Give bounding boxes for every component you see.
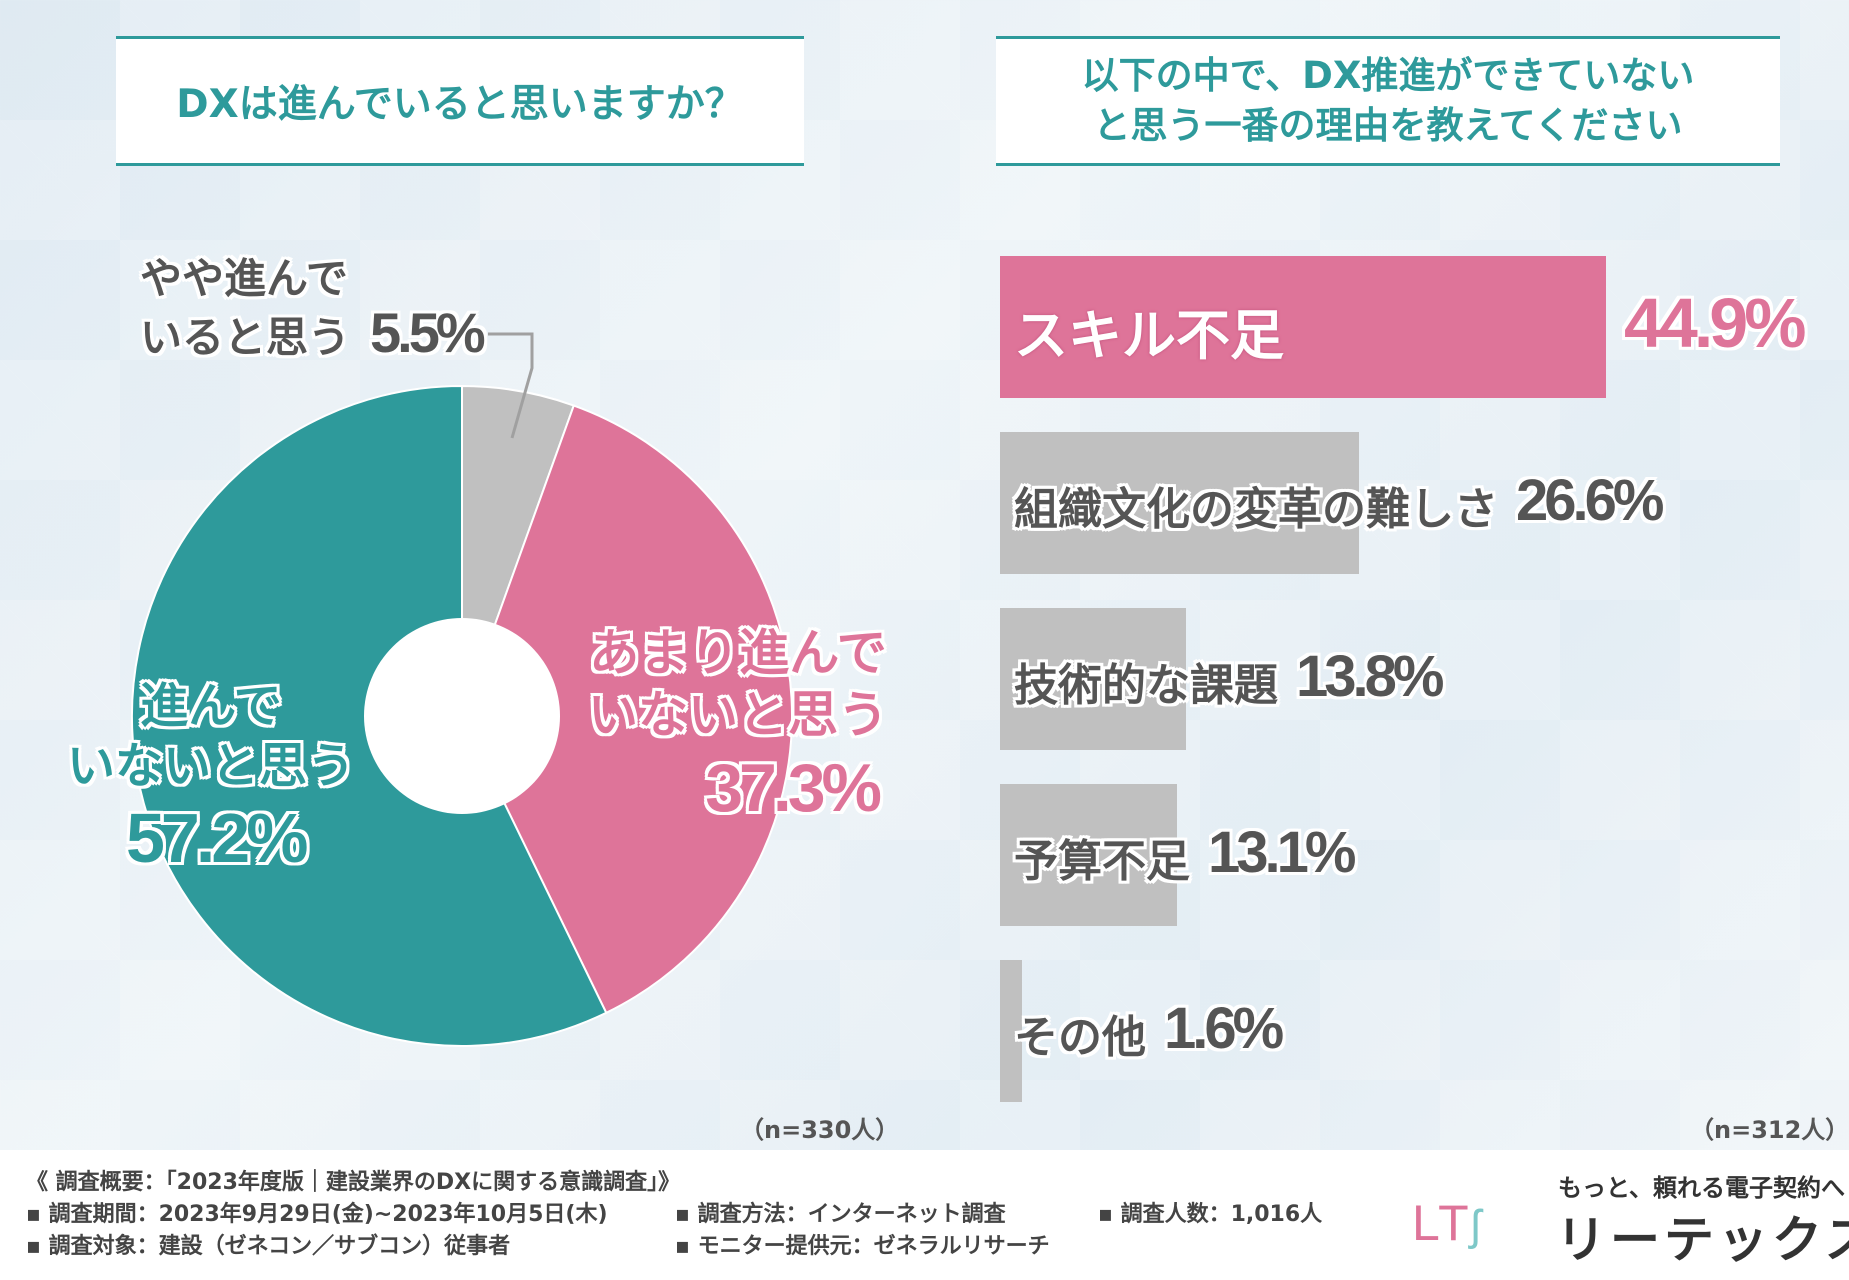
slice-label-not-advanced-line2: いないと思う: [66, 738, 355, 794]
bar-1: [1000, 432, 1359, 574]
donut-chart: [131, 384, 793, 1047]
bar-0: [1000, 256, 1606, 398]
slice-label-not-advanced: 進んで いないと思う 57.2%: [56, 676, 366, 880]
survey-method: ▪ 調査方法：インターネット調査: [675, 1202, 1006, 1227]
slice-value-not-much: 37.3%: [705, 750, 882, 826]
slice-label-not-much-line2: いないと思う: [588, 686, 888, 744]
leader-line: [488, 332, 534, 439]
bar-category-label-1: 組織文化の変革の難しさ: [1014, 484, 1498, 535]
slice-label-slightly-line2: いると思う: [140, 313, 351, 362]
survey-target: ▪ 調査対象：建設（ゼネコン／サブコン）従事者: [26, 1234, 511, 1259]
survey-overview: 《 調査概要：「2023年度版｜建設業界のDXに関する意識調査」》: [26, 1170, 681, 1195]
bar-4: [1000, 960, 1022, 1102]
brand-name: リーテックス: [1556, 1211, 1849, 1269]
survey-period: ▪ 調査期間：2023年9月29日(金)~2023年10月5日(木): [26, 1202, 608, 1227]
survey-footer: 《 調査概要：「2023年度版｜建設業界のDXに関する意識調査」》 ▪ 調査期間…: [0, 1150, 1849, 1280]
left-sample-size: （n=330人）: [740, 1116, 900, 1144]
slice-label-not-advanced-line1: 進んで: [140, 678, 282, 734]
donut-hole: [364, 618, 560, 814]
right-question-line1: 以下の中で、DX推進ができていない: [1081, 54, 1695, 98]
bar-value-label-1: 26.6%: [1516, 468, 1664, 533]
slice-label-slightly-advanced: やや進んで いると思う 5.5%: [140, 252, 486, 365]
slice-label-not-much-line1: あまり進んで: [589, 624, 887, 682]
bar-value-label-2: 13.8%: [1296, 644, 1444, 709]
bar-value-label-0: 44.9%: [1624, 284, 1806, 362]
left-question-text: DXは進んでいると思いますか？: [176, 82, 744, 127]
bar-category-label-0: スキル不足: [1014, 304, 1284, 367]
brand-logo: LTʃ: [1412, 1194, 1482, 1252]
bar-category-label-3: 予算不足: [1014, 836, 1190, 887]
slice-label-slightly-line1: やや進んで: [140, 254, 348, 303]
right-question-title: 以下の中で、DX推進ができていない と思う一番の理由を教えてください: [996, 36, 1780, 166]
bar-category-label-2: 技術的な課題: [1014, 660, 1278, 711]
brand-logo-wing-icon: ʃ: [1470, 1201, 1483, 1250]
brand-tagline: もっと、頼れる電子契約へ: [1558, 1174, 1846, 1202]
survey-provider: ▪ モニター提供元：ゼネラルリサーチ: [675, 1234, 1050, 1259]
survey-count: ▪ 調査人数：1,016人: [1098, 1202, 1323, 1227]
brand-logo-text: LT: [1412, 1195, 1471, 1251]
right-question-line2: と思う一番の理由を教えてください: [1093, 104, 1683, 147]
pie-slice-not-much-advanced: [460, 404, 793, 1015]
left-question-title: DXは進んでいると思いますか？: [116, 36, 804, 166]
slice-value-slightly: 5.5%: [370, 301, 486, 364]
bar-value-label-3: 13.1%: [1208, 820, 1356, 885]
bar-3: [1000, 784, 1177, 926]
slice-value-not-advanced: 57.2%: [126, 799, 308, 877]
bar-value-label-4: 1.6%: [1164, 996, 1284, 1061]
bar-category-label-4: その他: [1014, 1012, 1146, 1063]
bar-2: [1000, 608, 1187, 750]
right-sample-size: （n=312人）: [1690, 1116, 1849, 1144]
slice-label-not-much: あまり進んで いないと思う 37.3%: [588, 622, 888, 830]
